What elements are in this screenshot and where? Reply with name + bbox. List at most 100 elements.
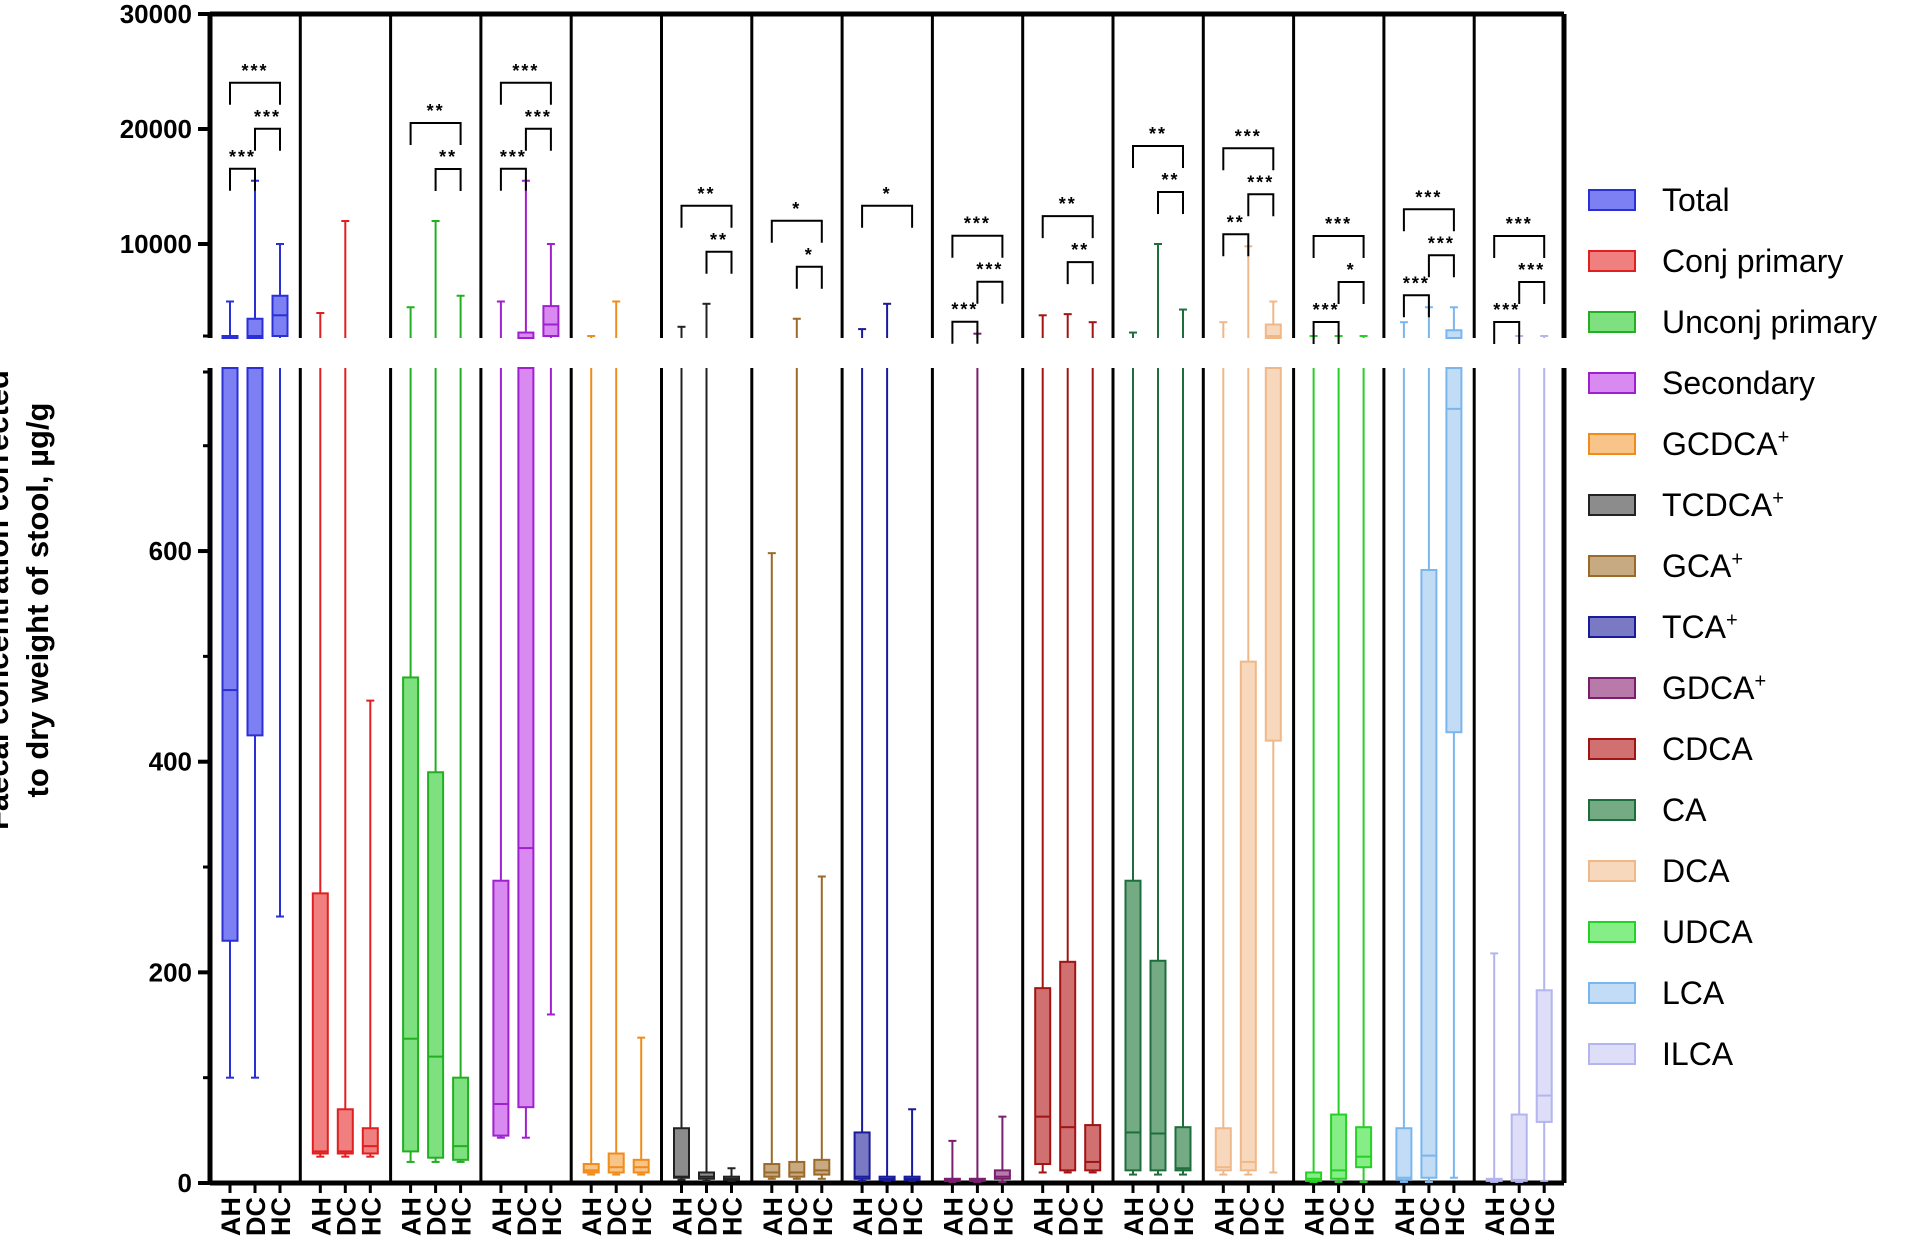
box-dc bbox=[517, 331, 535, 339]
significance-stars: *** bbox=[254, 107, 281, 127]
significance-stars: ** bbox=[1161, 170, 1179, 190]
significance-bracket bbox=[770, 219, 823, 243]
significance-bracket bbox=[680, 204, 733, 228]
legend-label-superscript: + bbox=[1726, 608, 1738, 631]
significance-bracket bbox=[499, 167, 527, 191]
legend-label: Conj primary bbox=[1662, 242, 1844, 279]
x-tick-label-ah: AH bbox=[1300, 1197, 1330, 1236]
box-ah bbox=[582, 1163, 600, 1174]
x-tick-label-ah: AH bbox=[938, 1197, 968, 1236]
significance-bracket bbox=[1222, 233, 1250, 257]
box-hc bbox=[1264, 367, 1282, 742]
significance-bracket bbox=[434, 168, 462, 191]
legend-item: TCA+ bbox=[1588, 607, 1738, 647]
box-dc bbox=[246, 367, 264, 737]
legend-swatch bbox=[1588, 799, 1636, 821]
significance-stars: *** bbox=[525, 107, 552, 127]
legend-item: Total bbox=[1588, 180, 1730, 220]
x-tick-label-dc: DC bbox=[512, 1197, 542, 1236]
x-tick-label-hc: HC bbox=[808, 1197, 838, 1236]
significance-bracket bbox=[1247, 193, 1275, 217]
x-tick-label-hc: HC bbox=[988, 1197, 1018, 1236]
significance-stars: ** bbox=[1227, 212, 1245, 232]
legend-label: GCA+ bbox=[1662, 547, 1744, 584]
significance-stars: *** bbox=[1415, 187, 1442, 207]
significance-bracket bbox=[229, 81, 281, 105]
box-ah bbox=[311, 892, 329, 1155]
x-tick-label-dc: DC bbox=[602, 1197, 632, 1236]
box-hc bbox=[542, 305, 560, 338]
x-tick-label-hc: HC bbox=[718, 1197, 748, 1236]
legend-label: ILCA bbox=[1662, 1035, 1734, 1072]
box-hc bbox=[361, 1127, 379, 1155]
x-tick-label-dc: DC bbox=[422, 1197, 452, 1236]
x-tick-label-ah: AH bbox=[848, 1197, 878, 1236]
significance-stars: *** bbox=[1325, 214, 1352, 234]
legend-label-superscript: + bbox=[1772, 486, 1784, 509]
significance-stars: ** bbox=[1071, 240, 1089, 260]
x-tick-label-hc: HC bbox=[1350, 1197, 1380, 1236]
legend-label-superscript: + bbox=[1754, 669, 1767, 692]
box-dc bbox=[1059, 960, 1077, 1172]
significance-bracket bbox=[524, 127, 552, 151]
box-hc bbox=[1355, 1126, 1373, 1169]
legend-label: CDCA bbox=[1662, 730, 1753, 767]
legend-label: Secondary bbox=[1662, 364, 1815, 401]
significance-stars: *** bbox=[1247, 172, 1274, 192]
significance-bracket bbox=[1493, 235, 1546, 258]
significance-stars: *** bbox=[951, 300, 978, 320]
legend-swatch bbox=[1588, 189, 1636, 211]
box-ah bbox=[221, 367, 239, 942]
legend-swatch bbox=[1588, 860, 1636, 882]
legend-item: DCA bbox=[1588, 851, 1730, 891]
significance-bracket bbox=[861, 204, 914, 228]
significance-bracket bbox=[1337, 281, 1365, 304]
x-tick-label-ah: AH bbox=[306, 1197, 336, 1236]
legend-item: Secondary bbox=[1588, 363, 1815, 403]
legend-swatch bbox=[1588, 372, 1636, 394]
x-tick-label-dc: DC bbox=[873, 1197, 903, 1236]
x-tick-label-hc: HC bbox=[1530, 1197, 1560, 1236]
box-ah bbox=[492, 879, 510, 1137]
significance-stars: * bbox=[883, 184, 892, 204]
significance-stars: *** bbox=[964, 214, 991, 234]
legend-label-superscript: + bbox=[1777, 425, 1790, 448]
y-tick-label: 20000 bbox=[120, 114, 192, 144]
box-dc bbox=[1420, 569, 1438, 1179]
x-tick-label-hc: HC bbox=[447, 1197, 477, 1236]
significance-stars: *** bbox=[1506, 214, 1533, 234]
significance-bracket bbox=[951, 234, 1004, 258]
x-tick-label-ah: AH bbox=[216, 1197, 246, 1236]
significance-stars: *** bbox=[1235, 126, 1262, 146]
x-tick-label-dc: DC bbox=[1415, 1197, 1445, 1236]
x-tick-label-dc: DC bbox=[1325, 1197, 1355, 1236]
significance-bracket bbox=[1493, 321, 1521, 344]
legend-swatch bbox=[1588, 555, 1636, 577]
legend-item: UDCA bbox=[1588, 912, 1753, 952]
box-dc bbox=[788, 1160, 806, 1178]
significance-stars: *** bbox=[1518, 260, 1545, 280]
significance-bracket bbox=[499, 81, 552, 105]
box-hc bbox=[1445, 329, 1463, 339]
box-ah bbox=[853, 1131, 871, 1180]
x-tick-label-hc: HC bbox=[1079, 1197, 1109, 1236]
significance-bracket bbox=[1402, 294, 1430, 318]
box-ah bbox=[221, 335, 239, 339]
legend-item: Conj primary bbox=[1588, 241, 1843, 281]
significance-bracket bbox=[795, 265, 823, 289]
box-hc bbox=[452, 1076, 470, 1161]
significance-bracket bbox=[1157, 191, 1184, 214]
legend-swatch bbox=[1588, 433, 1636, 455]
significance-stars: ** bbox=[697, 184, 715, 204]
y-tick-label: 200 bbox=[149, 957, 192, 987]
x-tick-label-ah: AH bbox=[668, 1197, 698, 1236]
x-tick-label-ah: AH bbox=[1480, 1197, 1510, 1236]
box-dc bbox=[1510, 1113, 1528, 1182]
